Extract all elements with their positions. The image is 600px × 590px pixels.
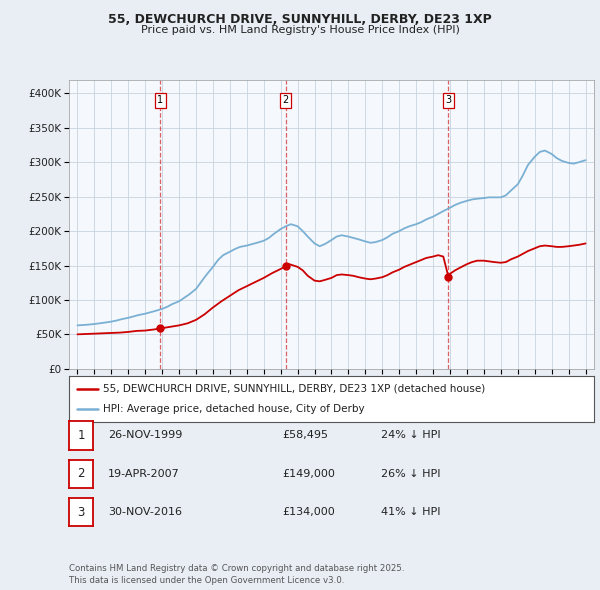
Text: 55, DEWCHURCH DRIVE, SUNNYHILL, DERBY, DE23 1XP (detached house): 55, DEWCHURCH DRIVE, SUNNYHILL, DERBY, D…	[103, 384, 485, 394]
Text: £58,495: £58,495	[282, 431, 328, 440]
Text: 41% ↓ HPI: 41% ↓ HPI	[381, 507, 440, 517]
Text: Contains HM Land Registry data © Crown copyright and database right 2025.
This d: Contains HM Land Registry data © Crown c…	[69, 565, 404, 585]
Text: 26-NOV-1999: 26-NOV-1999	[108, 431, 182, 440]
Text: 55, DEWCHURCH DRIVE, SUNNYHILL, DERBY, DE23 1XP: 55, DEWCHURCH DRIVE, SUNNYHILL, DERBY, D…	[108, 13, 492, 26]
Text: 24% ↓ HPI: 24% ↓ HPI	[381, 431, 440, 440]
Text: 3: 3	[445, 96, 451, 105]
Text: 30-NOV-2016: 30-NOV-2016	[108, 507, 182, 517]
Text: 2: 2	[77, 467, 85, 480]
Text: £134,000: £134,000	[282, 507, 335, 517]
Text: 19-APR-2007: 19-APR-2007	[108, 469, 180, 478]
Text: 3: 3	[77, 506, 85, 519]
Text: £149,000: £149,000	[282, 469, 335, 478]
Text: 1: 1	[157, 96, 164, 105]
Text: HPI: Average price, detached house, City of Derby: HPI: Average price, detached house, City…	[103, 404, 365, 414]
Text: Price paid vs. HM Land Registry's House Price Index (HPI): Price paid vs. HM Land Registry's House …	[140, 25, 460, 35]
Text: 26% ↓ HPI: 26% ↓ HPI	[381, 469, 440, 478]
Text: 1: 1	[77, 429, 85, 442]
Text: 2: 2	[283, 96, 289, 105]
